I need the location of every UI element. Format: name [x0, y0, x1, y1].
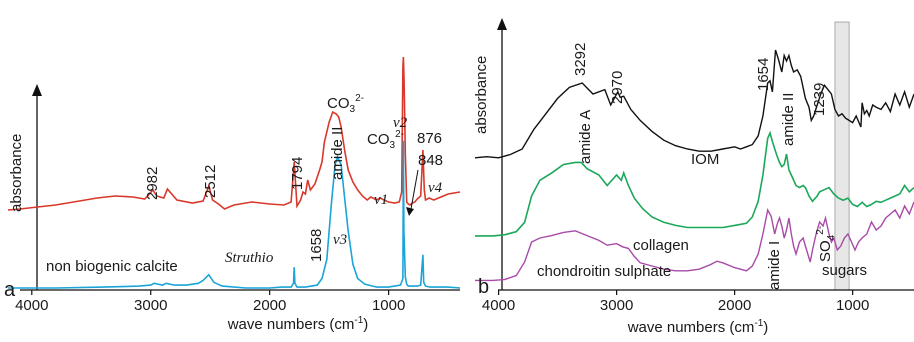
- iom-label: IOM: [691, 151, 719, 168]
- collagen-label: collagen: [633, 237, 689, 254]
- label-848: 848: [418, 152, 443, 169]
- label-v3: v3: [333, 232, 347, 248]
- panel-a-x-tick-label: 1000: [372, 297, 405, 314]
- panel-b-x-tick-label: 2000: [718, 297, 751, 314]
- panel-a-x-tick-label: 2000: [253, 297, 286, 314]
- panel-b-x-tick-label: 1000: [836, 297, 869, 314]
- panel-a-x-title-sup: -1: [354, 315, 363, 326]
- label-1239: 1239: [811, 83, 828, 116]
- panel-b-x-title: wave numbers (cm-1): [627, 318, 769, 336]
- panel-a: 4000 3000 2000 1000 a absorbance wave numbe…: [4, 56, 461, 333]
- panel-b-x-tick-label: 3000: [600, 297, 633, 314]
- panel-a-y-title: absorbance: [8, 134, 25, 212]
- co3-main-sub: 3: [350, 104, 356, 115]
- panel-b-y-title: absorbance: [473, 56, 490, 134]
- panel-b-x-tick-label: 4000: [482, 297, 515, 314]
- label-1654: 1654: [755, 58, 772, 91]
- label-v2: v2: [393, 115, 408, 131]
- panel-a-x-title-main: wave numbers (cm: [227, 316, 355, 333]
- label-1658: 1658: [308, 229, 325, 262]
- struthio-label: Struthio: [225, 250, 274, 266]
- label-2970: 2970: [609, 71, 626, 104]
- co3-second-text: CO: [367, 131, 390, 148]
- iom-spectrum: [474, 49, 914, 159]
- panel-b-x-title-sup: -1: [754, 318, 763, 329]
- label-amide-a: amide A: [577, 110, 594, 164]
- panel-b-letter: b: [478, 276, 489, 298]
- label-amide-ii-b: amide II: [780, 93, 797, 146]
- co3-second-sub: 3: [390, 140, 396, 151]
- label-v4: v4: [428, 180, 443, 196]
- co3-main-sup: 2-: [355, 93, 364, 104]
- panel-a-letter: a: [4, 279, 16, 301]
- arrow-848-head: [406, 207, 414, 216]
- label-co3-main: CO32-: [327, 93, 364, 115]
- label-so4: SO42-: [815, 226, 837, 262]
- calcite-label: non biogenic calcite: [46, 258, 178, 275]
- struthio-spectrum: [7, 56, 461, 211]
- label-2982: 2982: [144, 167, 161, 200]
- panel-b-x-title-main: wave numbers (cm: [627, 319, 755, 336]
- label-2512: 2512: [202, 165, 219, 198]
- so4-sup: 2-: [815, 226, 826, 235]
- panel-a-x-tick-label: 4000: [15, 297, 48, 314]
- panel-b: 4000 3000 2000 1000 b absorbance wave numbe…: [473, 18, 914, 336]
- co3-second-sup: 2-: [395, 129, 404, 140]
- label-1794: 1794: [289, 157, 306, 190]
- panel-a-x-tick-label: 3000: [134, 297, 167, 314]
- label-3292: 3292: [572, 43, 589, 76]
- co3-main-text: CO: [327, 95, 350, 112]
- panel-a-x-title-tail: ): [363, 316, 368, 333]
- collagen-spectrum: [475, 130, 914, 237]
- panel-b-y-arrow: [497, 18, 507, 30]
- label-amide-ii-a: amide II: [329, 127, 346, 180]
- panel-a-x-title: wave numbers (cm-1): [227, 315, 369, 333]
- arrow-848-line: [410, 169, 419, 210]
- label-amide-i: amide I: [766, 241, 783, 290]
- chondroitin-spectrum: [475, 201, 914, 282]
- so4-text: SO: [817, 240, 834, 262]
- label-v1: v1: [374, 192, 388, 208]
- panel-b-x-title-tail: ): [763, 319, 768, 336]
- so4-sub: 4: [826, 234, 837, 240]
- calcite-spectrum: [8, 140, 461, 289]
- panel-a-y-arrow: [32, 84, 42, 96]
- label-sugars: sugars: [822, 262, 867, 279]
- chondroitin-label: chondroitin sulphate: [537, 263, 671, 280]
- label-co3-second: CO32-: [367, 129, 404, 151]
- label-876: 876: [417, 130, 442, 147]
